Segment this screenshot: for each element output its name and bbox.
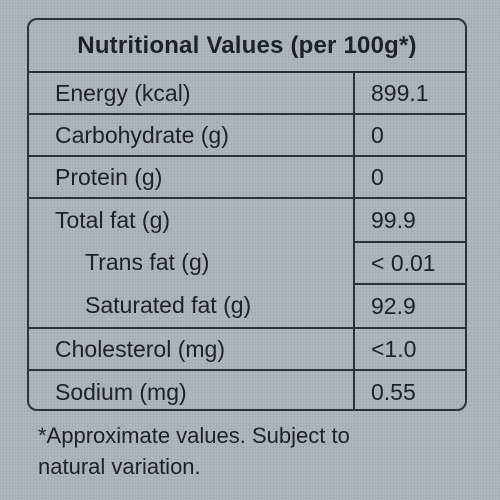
row-value: 0 <box>371 163 384 190</box>
row-label: Trans fat (g) <box>29 241 355 283</box>
row-value: 0.55 <box>371 378 416 405</box>
row-value: 899.1 <box>371 79 429 106</box>
table-row-sodium: Sodium (mg) 0.55 <box>29 371 465 409</box>
table-row-total-fat: Total fat (g) 99.9 <box>29 199 465 241</box>
table-row-cholesterol: Cholesterol (mg) <1.0 <box>29 329 465 371</box>
row-value: < 0.01 <box>355 241 465 283</box>
row-value: <1.0 <box>371 335 417 362</box>
table-row-saturated-fat: Saturated fat (g) 92.9 <box>29 283 465 329</box>
table-row-trans-fat: Trans fat (g) < 0.01 <box>29 241 465 283</box>
table-title: Nutritional Values (per 100g*) <box>29 20 465 73</box>
row-value: 0 <box>371 121 384 148</box>
table-row-energy: Energy (kcal) 899.1 <box>29 73 465 115</box>
nutrition-table: Nutritional Values (per 100g*) Energy (k… <box>27 18 467 411</box>
row-label: Cholesterol (mg) <box>29 329 355 369</box>
footnote: *Approximate values. Subject to natural … <box>38 420 458 482</box>
row-label: Protein (g) <box>29 157 355 197</box>
row-label: Saturated fat (g) <box>29 283 355 327</box>
row-label: Total fat (g) <box>29 199 355 241</box>
row-label: Energy (kcal) <box>29 73 355 113</box>
row-label: Carbohydrate (g) <box>29 115 355 155</box>
table-row-protein: Protein (g) 0 <box>29 157 465 199</box>
table-row-carbohydrate: Carbohydrate (g) 0 <box>29 115 465 157</box>
row-label: Sodium (mg) <box>29 371 355 409</box>
row-value: 92.9 <box>355 283 465 327</box>
row-value: 99.9 <box>371 206 416 233</box>
footnote-line: *Approximate values. Subject to <box>38 423 350 448</box>
footnote-line: natural variation. <box>38 454 201 479</box>
